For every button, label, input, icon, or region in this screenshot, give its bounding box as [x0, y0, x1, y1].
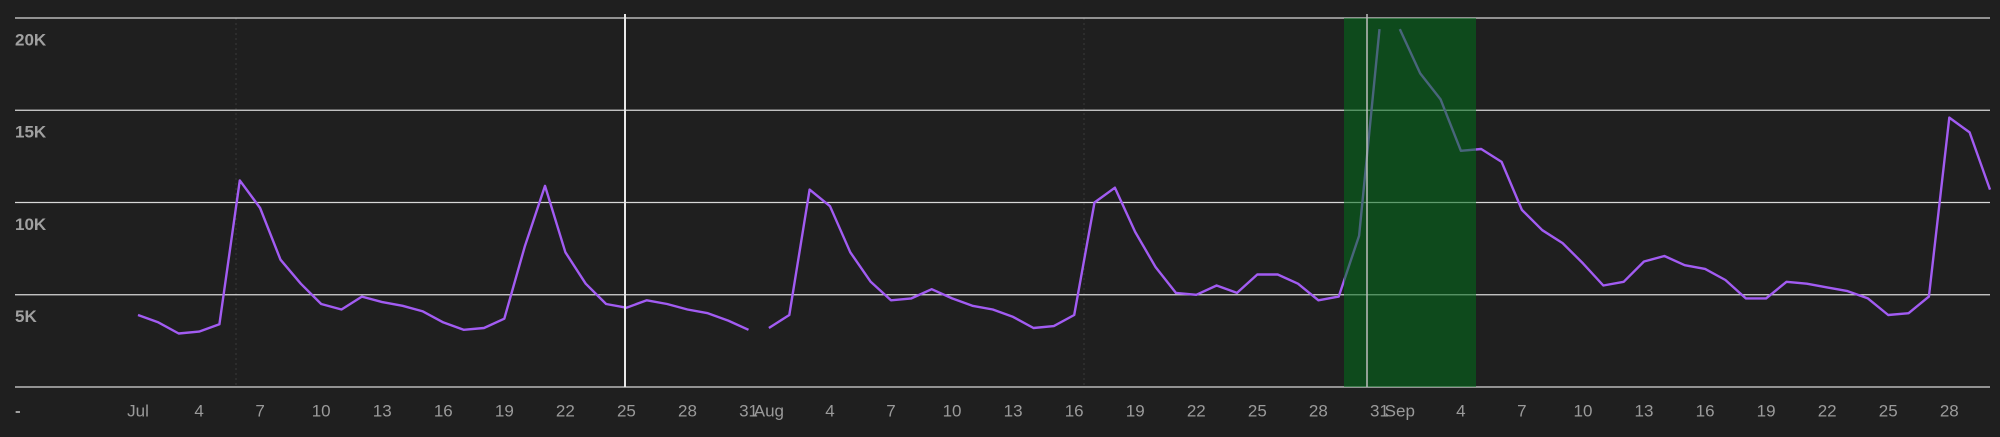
y-tick-label: 10K	[15, 215, 47, 234]
x-tick-label: 22	[1187, 401, 1206, 420]
x-tick-label: 25	[617, 401, 636, 420]
x-tick-label: 13	[373, 401, 392, 420]
x-tick-label: 28	[1940, 401, 1959, 420]
x-tick-label: 13	[1004, 401, 1023, 420]
x-tick-label: 31	[1370, 401, 1389, 420]
x-tick-label: 16	[1696, 401, 1715, 420]
y-tick-label: -	[15, 401, 21, 420]
x-tick-label: 7	[886, 401, 895, 420]
x-tick-label: 25	[1248, 401, 1267, 420]
series-line	[137, 28, 1992, 335]
x-tick-label: 13	[1635, 401, 1654, 420]
y-tick-label: 15K	[15, 123, 47, 142]
x-tick-label: 19	[495, 401, 514, 420]
x-tick-label: 22	[556, 401, 575, 420]
x-tick-label: 19	[1757, 401, 1776, 420]
x-tick-label: 7	[255, 401, 264, 420]
x-tick-label: 16	[1065, 401, 1084, 420]
grid	[15, 17, 1990, 388]
x-tick-label: 25	[1879, 401, 1898, 420]
x-tick-label: 7	[1517, 401, 1526, 420]
x-tick-label: 16	[434, 401, 453, 420]
x-tick-label: 22	[1818, 401, 1837, 420]
y-tick-label: 20K	[15, 30, 47, 49]
x-tick-label: 4	[194, 401, 203, 420]
x-tick-label: 10	[312, 401, 331, 420]
x-tick-label: 28	[1309, 401, 1328, 420]
x-tick-label: 28	[678, 401, 697, 420]
x-tick-label: 4	[825, 401, 834, 420]
x-tick-label: 31	[739, 401, 758, 420]
x-tick-label: 10	[1574, 401, 1593, 420]
y-tick-label: 5K	[15, 307, 37, 326]
x-tick-label: Aug	[754, 401, 784, 420]
x-tick-label: 4	[1456, 401, 1465, 420]
plot	[137, 28, 1992, 335]
x-tick-label: Sep	[1385, 401, 1415, 420]
x-tick-label: Jul	[127, 401, 149, 420]
highlight-region	[1344, 18, 1476, 387]
x-tick-label: 10	[943, 401, 962, 420]
x-tick-label: 19	[1126, 401, 1145, 420]
